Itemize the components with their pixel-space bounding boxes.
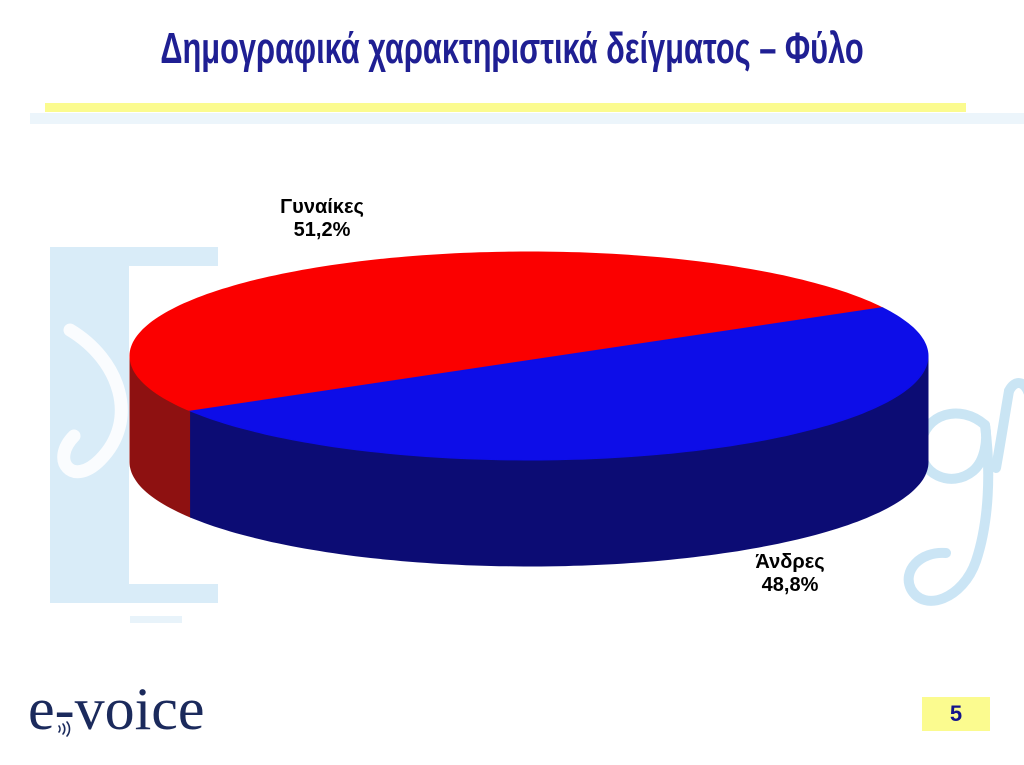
pie-label-men: Άνδρες 48,8% (700, 551, 880, 597)
evoice-logo: e-voice (28, 679, 205, 739)
pie-label-women: Γυναίκες 51,2% (232, 196, 412, 242)
watermark-bracket-shape (50, 247, 218, 603)
page-number-box: 5 (922, 697, 990, 731)
pie-label-men-value: 48,8% (761, 574, 819, 596)
watermark-gr-script (903, 378, 1024, 606)
pie-label-men-name: Άνδρες (755, 551, 825, 573)
sound-wave-icon (58, 721, 71, 737)
watermark-top-strip (30, 113, 1024, 124)
slide-title: Δημογραφικά χαρακτηριστικά δείγματος – Φ… (160, 24, 864, 73)
page-number: 5 (949, 701, 963, 726)
pie-label-women-value: 51,2% (293, 219, 351, 241)
pie-label-women-name: Γυναίκες (280, 196, 364, 218)
evoice-logo-text: e-voice (28, 676, 205, 742)
title-underline-bar (45, 103, 966, 112)
